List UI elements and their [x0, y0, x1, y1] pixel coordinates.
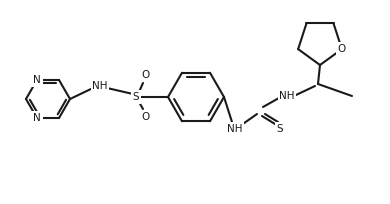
- Text: O: O: [142, 70, 150, 80]
- Text: NH: NH: [92, 81, 108, 91]
- Text: O: O: [142, 112, 150, 122]
- Text: S: S: [133, 92, 139, 102]
- Text: O: O: [338, 44, 346, 54]
- Text: N: N: [33, 113, 41, 123]
- Text: N: N: [33, 75, 41, 85]
- Text: S: S: [277, 124, 283, 134]
- Text: NH: NH: [227, 124, 243, 134]
- Text: NH: NH: [279, 91, 295, 101]
